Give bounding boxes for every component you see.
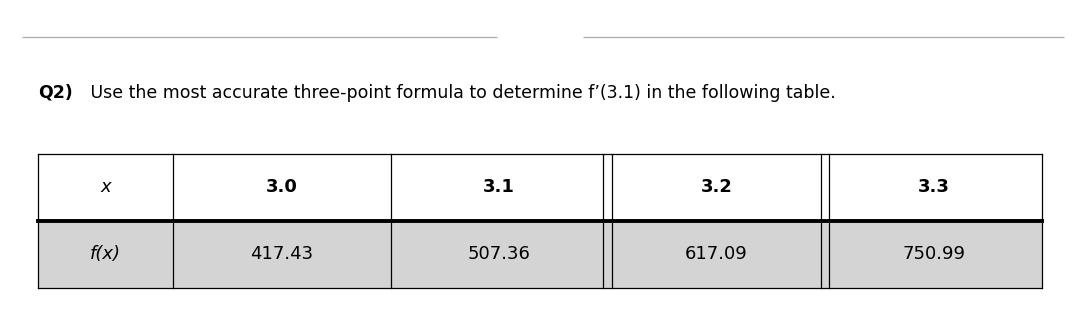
Text: Q2): Q2) [38,84,72,102]
Bar [825,154,1042,221]
Text: 507.36: 507.36 [468,245,530,263]
Bar [391,221,608,288]
Bar [608,221,825,288]
Bar [174,154,391,221]
Text: 417.43: 417.43 [251,245,313,263]
Bar [391,154,608,221]
Text: 3.0: 3.0 [266,178,298,196]
Bar [825,221,1042,288]
Bar [174,221,391,288]
Text: 617.09: 617.09 [685,245,747,263]
Text: Use the most accurate three-point formula to determine f’(3.1) in the following : Use the most accurate three-point formul… [85,84,836,102]
Bar [38,221,174,288]
Bar [608,154,825,221]
Text: f(x): f(x) [90,245,121,263]
Text: 3.1: 3.1 [483,178,515,196]
Bar [38,154,174,221]
Text: 3.2: 3.2 [701,178,732,196]
Text: 3.3: 3.3 [918,178,949,196]
Text: x: x [100,178,111,196]
Text: 750.99: 750.99 [902,245,966,263]
